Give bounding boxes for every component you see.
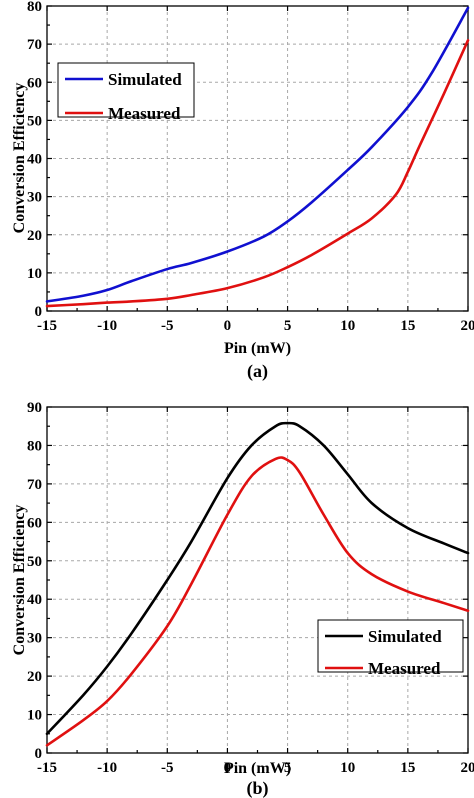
series-line-simulated [45,421,470,736]
series-line-measured [45,39,470,308]
chart-panel-b: -15 -10 -5 0 5 10 15 20 0 10 20 30 40 50 60 70 80 90 Pin (… [11,400,474,798]
x-tick-label: -5 [161,760,174,776]
x-axis-label: Pin (mW) [224,760,291,777]
y-tick-label: 70 [27,37,42,53]
legend-label-measured: Measured [108,104,181,123]
y-tick-label: 90 [27,400,42,416]
panel-label: (b) [247,778,269,798]
y-tick-label: 50 [27,554,42,570]
y-tick-label: 80 [27,438,42,454]
panel-label: (a) [247,361,268,382]
x-tick-label: 15 [400,318,415,334]
y-tick-label: 0 [35,746,43,762]
x-tick-label: 0 [224,318,232,334]
legend-box [57,62,195,118]
y-tick-label: 60 [27,515,42,531]
legend: Simulated Measured [57,62,195,123]
y-axis-label: Conversion Efficiency [11,83,28,234]
x-tick-label: 20 [461,318,474,334]
y-tick-label: 20 [27,228,42,244]
plot-frame [46,406,469,754]
y-tick-label: 30 [27,190,42,206]
series-line-simulated [45,6,470,303]
x-tick-label: -10 [97,760,117,776]
x-tick-label: 5 [284,760,292,776]
series-line-measured [45,456,470,747]
y-axis-label: Conversion Efficiency [11,505,28,656]
y-tick-label: 10 [27,708,42,724]
x-axis-label: Pin (mW) [224,340,291,357]
legend-label-simulated: Simulated [108,70,182,89]
legend-box [317,619,464,673]
y-tick-label: 10 [27,266,42,282]
y-tick-label: 20 [27,669,42,685]
y-tick-label: 50 [27,113,42,129]
y-tick-label: 40 [27,152,42,168]
legend-label-simulated: Simulated [368,627,442,646]
x-tick-label: -5 [161,318,174,334]
y-tick-label: 70 [27,477,42,493]
x-tick-label: 15 [400,760,415,776]
chart-panel-a: -15 -10 -5 0 5 10 15 20 0 10 20 30 40 50 60 70 80 Pin (mW… [11,0,474,382]
y-tick-label: 60 [27,75,42,91]
x-tick-label: 10 [340,760,355,776]
y-tick-label: 80 [27,0,42,15]
x-tick-label: 20 [461,760,474,776]
x-tick-label: 10 [340,318,355,334]
y-tick-label: 40 [27,592,42,608]
x-tick-label: 0 [224,760,232,776]
legend: Simulated Measured [317,619,464,678]
legend-label-measured: Measured [368,659,441,678]
x-tick-label: -10 [97,318,117,334]
y-tick-label: 0 [35,304,43,320]
x-tick-label: -15 [37,318,57,334]
x-tick-label: 5 [284,318,292,334]
x-tick-label: -15 [37,760,57,776]
y-tick-label: 30 [27,631,42,647]
